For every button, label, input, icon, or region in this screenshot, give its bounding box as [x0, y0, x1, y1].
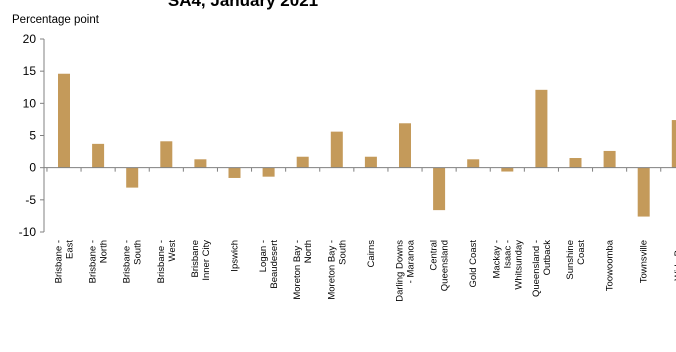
x-tick-label: CentralQueensland — [429, 240, 451, 291]
x-tick-label: Wide Bay — [673, 240, 676, 281]
bars — [58, 73, 676, 217]
x-tick-label: Brisbane -West — [156, 240, 178, 284]
y-axis-label: Percentage point — [12, 14, 100, 26]
bar — [399, 123, 411, 168]
x-tick-label: Moreton Bay -South — [326, 240, 348, 300]
bar — [262, 167, 275, 177]
bar — [671, 120, 676, 168]
bar — [228, 167, 241, 178]
bar — [603, 150, 616, 168]
axes — [43, 39, 676, 232]
x-axis-labels: Brisbane -East Brisbane -North Brisbane -S… — [54, 239, 676, 301]
x-tick-label: Brisbane -East — [54, 240, 76, 284]
bar — [433, 167, 446, 211]
bar — [501, 167, 514, 172]
x-tick-label: Ipswich — [230, 240, 241, 272]
bar — [364, 156, 377, 168]
bar — [194, 159, 207, 168]
x-tick-label: Moreton Bay -North — [292, 240, 314, 300]
x-tick-label: BrisbaneInner City — [190, 240, 212, 281]
x-tick-label: Brisbane -South — [122, 240, 144, 283]
y-tick-label: 10 — [23, 96, 37, 110]
bar — [637, 167, 650, 217]
chart-title: SA4, January 2021 — [168, 0, 318, 10]
bar — [467, 159, 480, 168]
bar — [330, 131, 343, 168]
y-axis-ticks: 20 15 10 5 0 -5 -10 — [19, 32, 44, 239]
x-tick-label: Logan -Beaudesert — [258, 240, 280, 289]
bar — [569, 158, 582, 168]
y-tick-label: 20 — [23, 32, 37, 46]
bar — [535, 89, 548, 168]
x-tick-label: Queensland -Outback — [531, 240, 553, 297]
x-tick-label: Toowoomba — [605, 239, 616, 291]
y-tick-label: -10 — [19, 225, 37, 239]
x-tick-label: Darling Downs- Maranoa — [395, 239, 417, 301]
x-tick-label: Gold Coast — [468, 240, 479, 288]
x-tick-label: Mackay -Isaac -Whitsunday — [491, 240, 524, 290]
bar — [58, 73, 70, 168]
x-tick-label: SunshineCoast — [565, 240, 587, 280]
y-tick-label: 15 — [23, 64, 37, 78]
x-tick-label: Brisbane -North — [88, 240, 110, 283]
bar — [92, 143, 105, 168]
bar — [296, 156, 309, 168]
bar — [160, 141, 173, 168]
y-tick-label: -5 — [25, 193, 36, 207]
y-tick-label: 0 — [29, 161, 36, 175]
y-tick-label: 5 — [29, 129, 36, 143]
x-tick-label: Townsville — [639, 240, 650, 283]
x-tick-label: Cairns — [366, 240, 377, 268]
bar — [126, 167, 139, 188]
